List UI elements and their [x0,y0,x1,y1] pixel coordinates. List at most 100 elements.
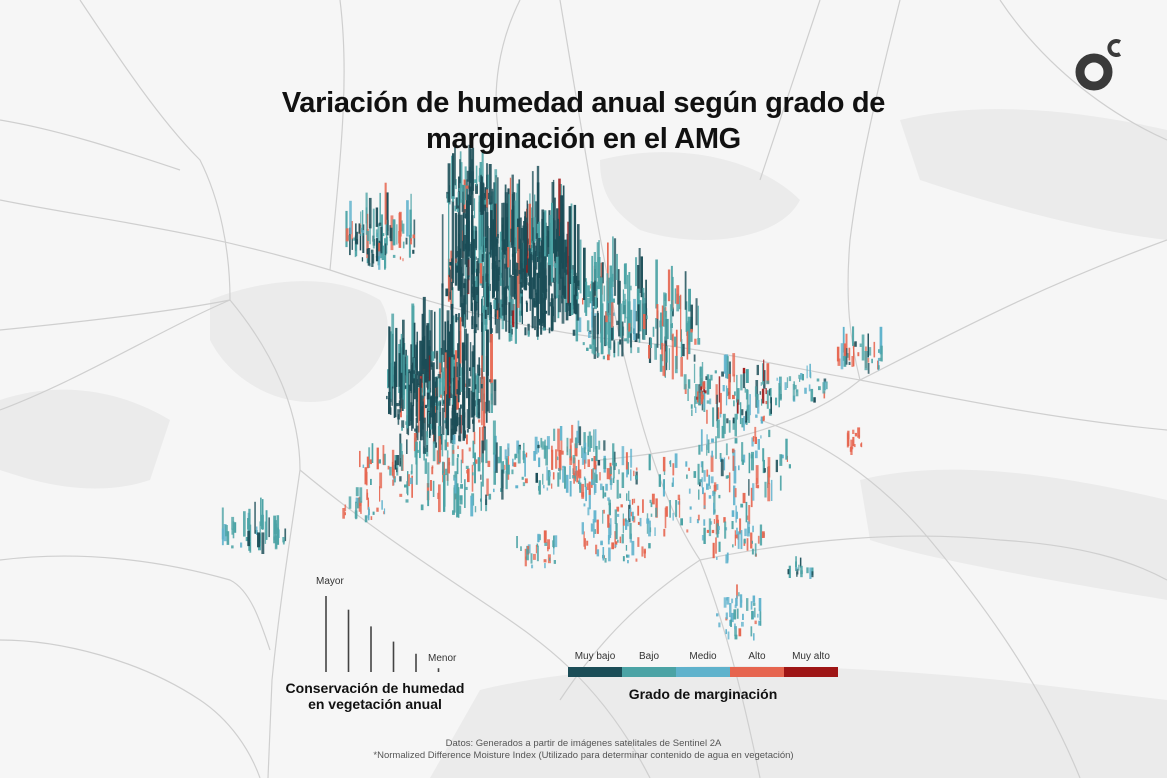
column-mark [592,282,595,307]
column-mark [468,388,471,429]
column-mark [725,629,727,635]
column-mark [261,532,265,554]
column-mark [852,326,855,346]
column-mark [401,420,405,428]
column-mark [734,438,738,444]
column-mark [447,457,450,474]
column-mark [742,454,746,463]
column-mark [743,538,746,544]
column-mark [754,543,757,557]
column-mark [523,442,525,464]
column-mark [766,390,769,409]
column-mark [779,475,782,491]
column-mark [474,324,478,328]
column-mark [595,446,598,461]
column-mark [690,404,693,409]
column-mark [602,547,605,561]
column-mark [593,252,596,281]
column-mark [485,494,488,505]
column-mark [464,209,467,219]
column-mark [422,370,425,399]
column-mark [740,530,743,550]
column-mark [674,355,678,374]
column-mark [579,482,582,493]
column-mark [606,273,609,316]
column-mark [371,249,374,267]
column-mark [675,329,678,369]
column-mark [397,409,400,420]
column-mark [608,502,611,516]
column-mark [595,285,598,308]
column-mark [462,359,465,430]
column-mark [740,374,743,391]
column-mark [732,417,735,424]
column-mark [752,436,755,442]
column-mark [486,478,489,496]
column-mark [588,332,591,338]
column-mark [734,413,737,437]
column-mark [544,542,548,546]
column-mark [396,467,398,473]
column-mark [728,373,731,400]
column-mark [221,507,224,540]
column-mark [725,354,729,379]
column-mark [498,246,501,263]
column-mark [701,461,704,473]
column-mark [360,501,362,514]
column-mark [577,459,580,477]
column-mark [398,400,401,406]
column-mark [754,450,758,459]
column-mark [848,361,851,365]
column-mark [466,170,470,182]
column-mark [650,502,653,508]
column-mark [589,344,592,349]
column-mark [453,485,456,513]
column-mark [462,191,465,252]
column-mark [559,468,561,480]
column-mark [455,197,459,210]
column-mark [248,508,251,541]
column-mark [351,238,353,250]
column-mark [417,383,420,388]
column-mark [554,220,556,298]
column-mark [760,435,762,439]
column-mark [612,461,615,479]
column-mark [475,184,478,194]
column-mark [640,256,643,298]
column-mark [404,484,407,488]
column-mark [596,242,599,278]
column-mark [548,471,551,477]
column-mark [441,399,445,404]
column-mark [473,431,476,445]
column-mark [455,265,459,273]
column-mark [459,377,461,395]
column-mark [754,620,757,625]
column-mark [853,342,855,367]
column-mark [721,371,724,377]
column-mark [614,544,617,548]
column-mark [543,484,545,489]
column-mark [569,465,571,479]
column-mark [417,449,419,453]
column-mark [557,428,560,452]
column-mark [775,397,778,406]
column-mark [630,511,632,517]
column-mark [575,296,578,300]
column-mark [758,598,762,612]
column-mark [452,315,455,382]
column-mark [478,167,481,182]
column-mark [609,334,612,350]
column-mark [618,280,621,337]
column-mark [467,468,470,483]
column-mark [837,358,841,366]
column-mark [470,495,474,517]
column-mark [534,316,536,331]
column-mark [429,412,432,436]
column-mark [454,477,457,494]
column-mark [708,518,712,537]
column-mark [541,209,545,252]
column-mark [611,327,614,341]
column-mark [822,382,826,394]
column-mark [725,554,729,564]
column-mark [806,365,808,379]
